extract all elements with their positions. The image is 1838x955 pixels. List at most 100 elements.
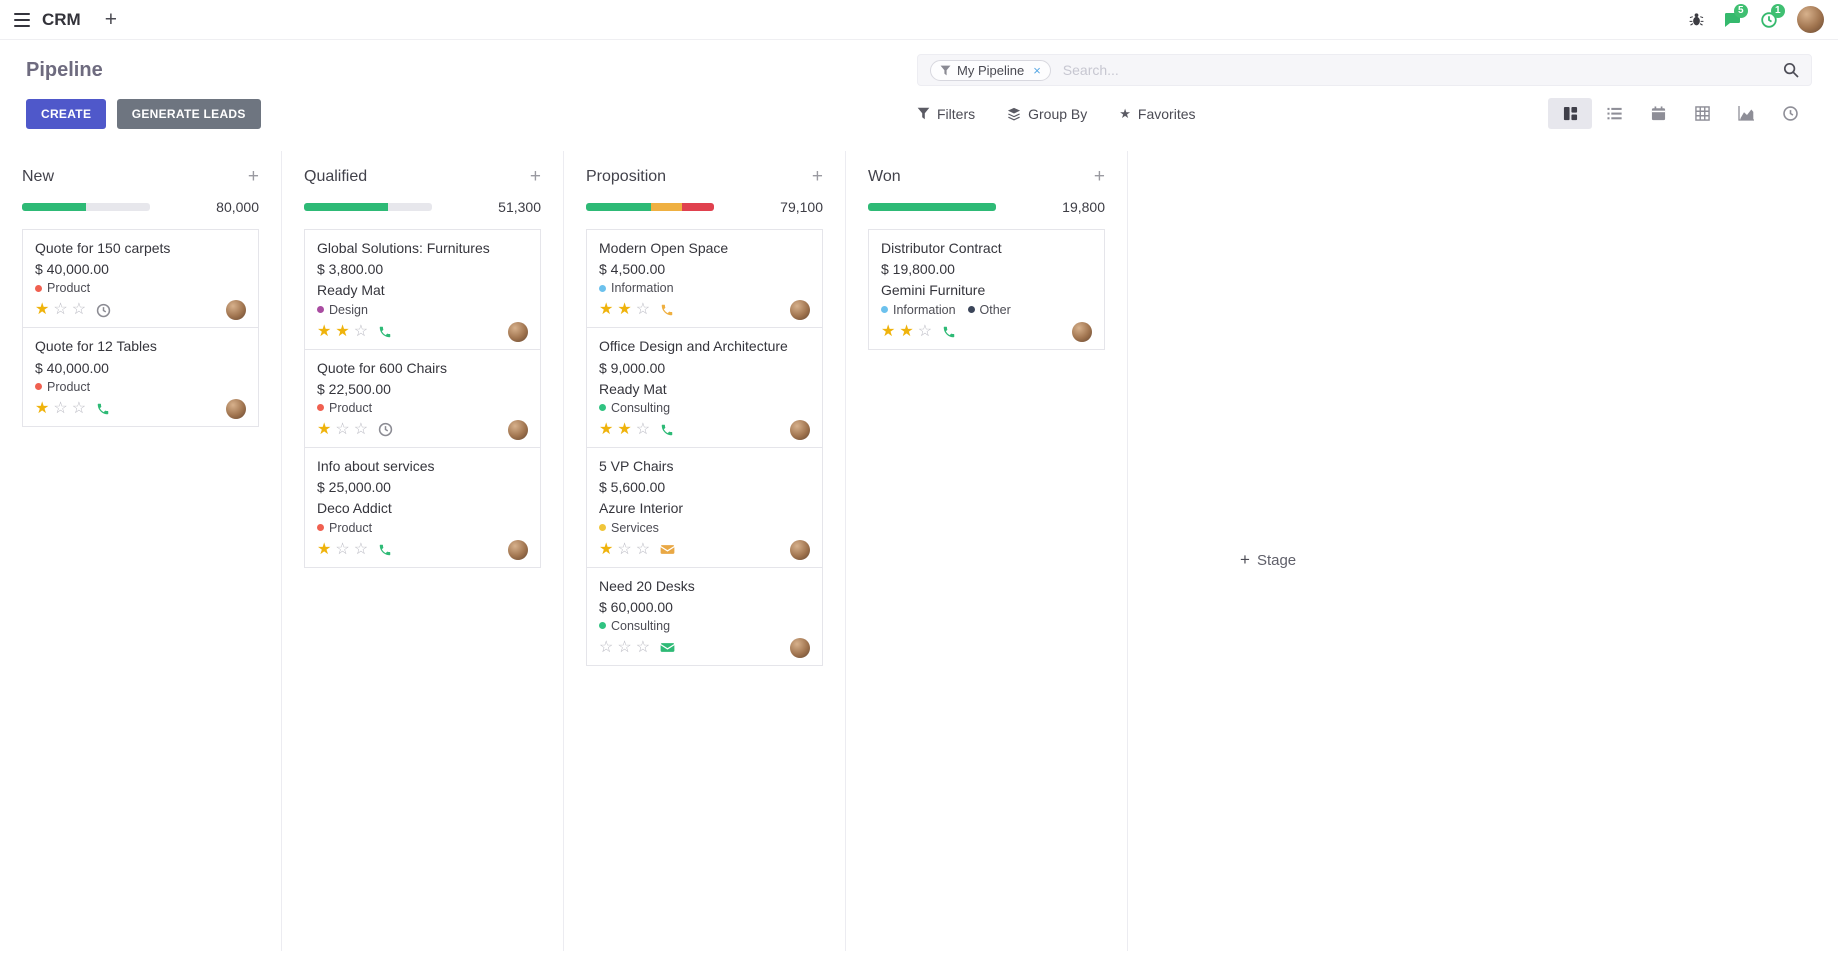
app-name[interactable]: CRM: [42, 9, 81, 29]
priority-star-icon[interactable]: ☆: [353, 420, 369, 438]
facet-remove-icon[interactable]: ×: [1033, 62, 1041, 78]
priority-star-icon[interactable]: ☆: [617, 540, 632, 558]
apps-menu-icon[interactable]: [14, 12, 30, 27]
column-quick-add-icon[interactable]: +: [529, 166, 541, 187]
priority-star-icon[interactable]: ★: [317, 540, 332, 558]
salesperson-avatar[interactable]: [790, 637, 810, 658]
priority-star-icon[interactable]: ☆: [53, 399, 68, 417]
priority-star-icon[interactable]: ☆: [353, 540, 369, 558]
priority-star-icon[interactable]: ☆: [353, 322, 369, 340]
priority-star-icon[interactable]: ★: [35, 301, 50, 319]
priority-star-icon[interactable]: ★: [599, 540, 614, 558]
activity-clock-icon[interactable]: [96, 303, 111, 318]
filters-menu[interactable]: Filters: [917, 106, 975, 122]
activity-phone-icon[interactable]: [942, 325, 956, 339]
salesperson-avatar[interactable]: [508, 539, 528, 560]
messages-icon[interactable]: 5: [1724, 3, 1748, 28]
salesperson-avatar[interactable]: [226, 300, 246, 321]
user-avatar[interactable]: [1797, 6, 1824, 33]
view-calendar-button[interactable]: [1636, 98, 1680, 129]
group-by-menu[interactable]: Group By: [1007, 106, 1087, 122]
priority-star-icon[interactable]: ★: [599, 420, 614, 438]
add-stage-button[interactable]: + Stage: [1240, 169, 1296, 951]
view-list-button[interactable]: [1592, 98, 1636, 129]
priority-star-icon[interactable]: ☆: [635, 540, 651, 558]
salesperson-avatar[interactable]: [790, 419, 810, 440]
activity-clock-icon[interactable]: [378, 422, 393, 437]
priority-star-icon[interactable]: ☆: [635, 301, 651, 319]
activity-phone-icon[interactable]: [96, 402, 110, 416]
view-kanban-button[interactable]: [1548, 98, 1592, 129]
priority-star-icon[interactable]: ★: [881, 322, 896, 340]
activity-envelope-icon[interactable]: [660, 542, 675, 557]
salesperson-avatar[interactable]: [226, 398, 246, 419]
search-icon[interactable]: [1783, 62, 1799, 78]
search-bar[interactable]: My Pipeline ×: [917, 54, 1812, 86]
priority-star-icon[interactable]: ☆: [635, 420, 651, 438]
kanban-card[interactable]: 5 VP Chairs $ 5,600.00 Azure Interior Se…: [586, 446, 823, 568]
kanban-card[interactable]: Modern Open Space $ 4,500.00 Information…: [586, 229, 823, 329]
priority-star-icon[interactable]: ☆: [635, 638, 651, 656]
priority-stars: ★ ☆ ☆: [35, 399, 87, 417]
kanban-card[interactable]: Need 20 Desks $ 60,000.00 Consulting ☆ ☆ ☆: [586, 566, 823, 666]
favorites-menu[interactable]: ★ Favorites: [1119, 106, 1195, 122]
search-input[interactable]: [1062, 62, 1773, 78]
view-activity-button[interactable]: [1768, 98, 1812, 129]
progress-segment[interactable]: [22, 203, 86, 211]
activity-phone-icon[interactable]: [660, 423, 674, 437]
kanban-card[interactable]: Quote for 600 Chairs $ 22,500.00 Product…: [304, 348, 541, 448]
priority-star-icon[interactable]: ☆: [599, 638, 614, 656]
priority-star-icon[interactable]: ★: [317, 322, 332, 340]
column-quick-add-icon[interactable]: +: [247, 166, 259, 187]
column-title[interactable]: New: [22, 167, 55, 185]
priority-star-icon[interactable]: ☆: [617, 638, 632, 656]
column-title[interactable]: Qualified: [304, 167, 368, 185]
priority-star-icon[interactable]: ★: [899, 322, 914, 340]
debug-bug-icon[interactable]: [1689, 12, 1704, 27]
activity-envelope-icon[interactable]: [660, 640, 675, 655]
kanban-card[interactable]: Quote for 150 carpets $ 40,000.00 Produc…: [22, 229, 259, 329]
progress-segment[interactable]: [586, 203, 652, 211]
priority-star-icon[interactable]: ★: [617, 301, 632, 319]
priority-star-icon[interactable]: ★: [317, 420, 332, 438]
priority-star-icon[interactable]: ☆: [53, 301, 68, 319]
generate-leads-button[interactable]: GENERATE LEADS: [116, 98, 261, 129]
navbar-plus-icon[interactable]: +: [104, 8, 117, 31]
progress-segment[interactable]: [304, 203, 389, 211]
activities-clock-icon[interactable]: 1: [1761, 3, 1785, 28]
progress-segment[interactable]: [868, 203, 996, 211]
column-title[interactable]: Won: [868, 167, 901, 185]
search-facet[interactable]: My Pipeline ×: [930, 59, 1051, 81]
priority-star-icon[interactable]: ☆: [335, 420, 350, 438]
activity-phone-icon[interactable]: [378, 325, 392, 339]
column-quick-add-icon[interactable]: +: [811, 166, 823, 187]
priority-star-icon[interactable]: ★: [599, 301, 614, 319]
column-quick-add-icon[interactable]: +: [1093, 166, 1105, 187]
priority-stars: ☆ ☆ ☆: [599, 638, 651, 656]
kanban-card[interactable]: Quote for 12 Tables $ 40,000.00 Product …: [22, 327, 259, 427]
priority-star-icon[interactable]: ☆: [71, 399, 87, 417]
create-button[interactable]: CREATE: [26, 98, 107, 129]
progress-segment[interactable]: [681, 203, 714, 211]
salesperson-avatar[interactable]: [508, 419, 528, 440]
progress-segment[interactable]: [651, 203, 682, 211]
activity-phone-icon[interactable]: [660, 303, 674, 317]
salesperson-avatar[interactable]: [790, 539, 810, 560]
kanban-card[interactable]: Global Solutions: Furnitures $ 3,800.00 …: [304, 229, 541, 350]
priority-star-icon[interactable]: ★: [35, 399, 50, 417]
salesperson-avatar[interactable]: [1072, 321, 1092, 342]
priority-star-icon[interactable]: ★: [335, 322, 350, 340]
column-title[interactable]: Proposition: [586, 167, 667, 185]
salesperson-avatar[interactable]: [508, 321, 528, 342]
salesperson-avatar[interactable]: [790, 300, 810, 321]
view-pivot-button[interactable]: [1680, 98, 1724, 129]
activity-phone-icon[interactable]: [378, 543, 392, 557]
priority-star-icon[interactable]: ★: [617, 420, 632, 438]
kanban-card[interactable]: Distributor Contract $ 19,800.00 Gemini …: [868, 229, 1105, 350]
view-graph-button[interactable]: [1724, 98, 1768, 129]
priority-star-icon[interactable]: ☆: [917, 322, 933, 340]
kanban-card[interactable]: Info about services $ 25,000.00 Deco Add…: [304, 446, 541, 568]
priority-star-icon[interactable]: ☆: [335, 540, 350, 558]
priority-star-icon[interactable]: ☆: [71, 301, 87, 319]
kanban-card[interactable]: Office Design and Architecture $ 9,000.0…: [586, 327, 823, 448]
